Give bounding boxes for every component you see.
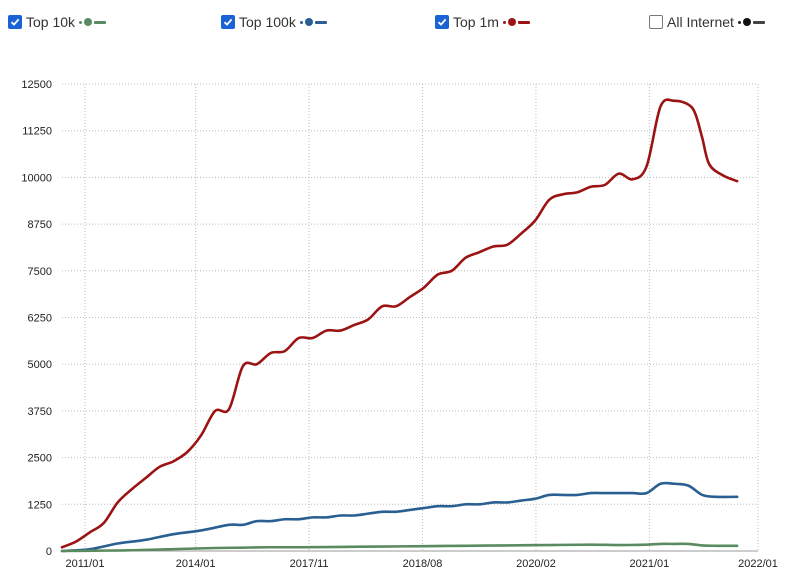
series-line-top-1m: [60, 98, 739, 549]
legend-item-top-1m[interactable]: Top 1m: [435, 14, 530, 30]
y-tick-label: 6250: [28, 313, 52, 325]
legend-label-top-10k: Top 10k: [26, 14, 76, 30]
x-tick-label: 2020/02: [516, 558, 556, 570]
y-tick-label: 7500: [28, 266, 52, 278]
y-tick-label: 11250: [22, 126, 52, 138]
checkbox-checked-icon[interactable]: [221, 15, 235, 29]
y-tick-label: 2500: [28, 453, 52, 465]
legend-label-top-1m: Top 1m: [453, 14, 499, 30]
y-tick-label: 5000: [28, 359, 52, 371]
legend-marker-top-10k: [79, 18, 107, 26]
x-tick-label: 2014/01: [176, 558, 216, 570]
x-tick-label: 2011/01: [65, 558, 104, 570]
legend-label-all-internet: All Internet: [667, 14, 734, 30]
legend-item-top-100k[interactable]: Top 100k: [221, 14, 327, 30]
legend-item-all-internet[interactable]: All Internet: [649, 14, 765, 30]
x-tick-label: 2018/08: [403, 558, 443, 570]
y-tick-label: 3750: [28, 406, 52, 418]
y-tick-label: 10000: [21, 172, 52, 184]
checkbox-checked-icon[interactable]: [8, 15, 22, 29]
x-tick-label: 2021/01: [630, 558, 670, 570]
series-line-top-100k: [60, 481, 739, 553]
y-tick-label: 1250: [28, 499, 52, 511]
y-tick-label: 12500: [21, 79, 52, 91]
chart-legend: Top 10k Top 100k Top 1m All Interne: [0, 0, 804, 50]
legend-label-top-100k: Top 100k: [239, 14, 296, 30]
legend-marker-top-100k: [299, 18, 327, 26]
checkbox-unchecked-icon[interactable]: [649, 15, 663, 29]
legend-marker-top-1m: [502, 18, 530, 26]
checkbox-checked-icon[interactable]: [435, 15, 449, 29]
y-tick-label: 0: [46, 546, 52, 558]
y-tick-label: 8750: [28, 219, 52, 231]
x-tick-label: 2022/01: [738, 558, 778, 570]
series-line-top-10k: [60, 542, 739, 553]
x-tick-label: 2017/11: [290, 558, 329, 570]
legend-item-top-10k[interactable]: Top 10k: [8, 14, 107, 30]
legend-marker-all-internet: [737, 18, 765, 26]
